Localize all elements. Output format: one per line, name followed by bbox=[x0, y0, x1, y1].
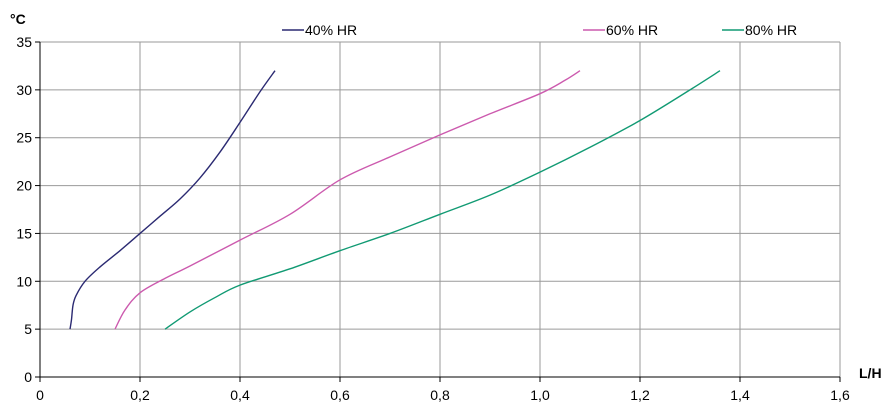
x-tick-label: 0,4 bbox=[230, 387, 250, 403]
y-tick-label: 0 bbox=[24, 369, 32, 385]
x-tick-label: 1,6 bbox=[830, 387, 850, 403]
x-tick-label: 1,2 bbox=[630, 387, 650, 403]
x-tick-label: 0,2 bbox=[130, 387, 150, 403]
y-axis-unit: °C bbox=[10, 11, 26, 27]
series-line-1 bbox=[69, 70, 276, 330]
x-tick-label: 0,8 bbox=[430, 387, 450, 403]
y-tick-label: 15 bbox=[16, 225, 32, 241]
x-tick-label: 0 bbox=[36, 387, 44, 403]
legend-label: 40% HR bbox=[305, 22, 357, 38]
legend-label: 80% HR bbox=[745, 22, 797, 38]
y-tick-label: 25 bbox=[16, 130, 32, 146]
y-tick-label: 30 bbox=[16, 82, 32, 98]
series-line-2 bbox=[114, 70, 581, 330]
x-tick-label: 0,6 bbox=[330, 387, 350, 403]
y-tick-label: 5 bbox=[24, 321, 32, 337]
legend-label: 60% HR bbox=[606, 22, 658, 38]
series-lines bbox=[69, 70, 721, 330]
legend: 40% HR 60% HR 80% HR bbox=[282, 22, 797, 38]
x-axis-unit: L/H bbox=[859, 365, 882, 381]
y-tick-label: 10 bbox=[16, 273, 32, 289]
y-tick-label: 35 bbox=[16, 34, 32, 50]
grid bbox=[40, 41, 841, 378]
x-axis: 0 0,2 0,4 0,6 0,8 1,0 1,2 1,4 1,6 bbox=[36, 376, 850, 403]
x-tick-label: 1,0 bbox=[530, 387, 550, 403]
y-tick-label: 20 bbox=[16, 178, 32, 194]
x-tick-label: 1,4 bbox=[730, 387, 750, 403]
series-line-3 bbox=[164, 70, 721, 330]
y-axis: 0 5 10 15 20 25 30 35 bbox=[16, 34, 41, 385]
